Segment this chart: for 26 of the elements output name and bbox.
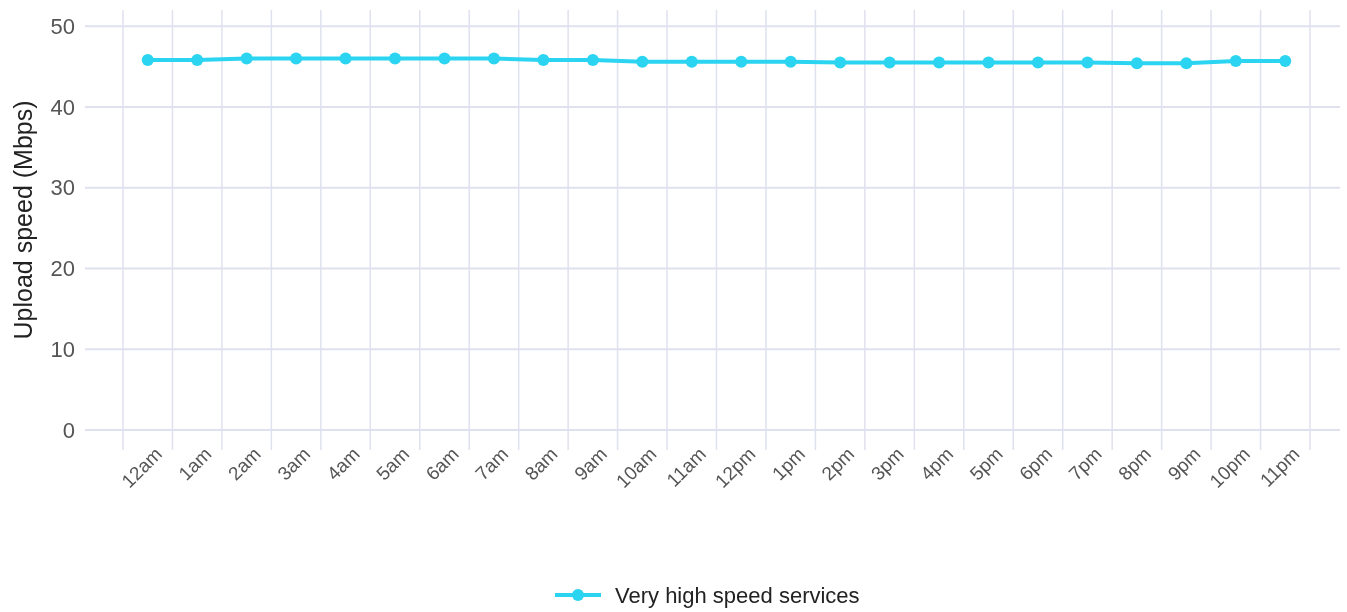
x-tick-label: 4am (322, 443, 364, 485)
x-tick-label: 6pm (1015, 443, 1057, 485)
y-tick-label: 10 (50, 336, 75, 362)
y-tick-label: 50 (50, 13, 75, 39)
y-tick-label: 30 (50, 175, 75, 201)
y-tick-label: 0 (62, 417, 75, 443)
x-tick-label: 7pm (1064, 443, 1106, 485)
x-tick-label: 7am (471, 443, 513, 485)
x-tick-label: 5am (372, 443, 414, 485)
x-tick-label: 1pm (767, 443, 809, 485)
y-tick-label: 40 (50, 94, 75, 120)
y-axis-title: Upload speed (Mbps) (9, 100, 37, 340)
x-tick-label: 8pm (1114, 443, 1156, 485)
x-tick-label: 8am (520, 443, 562, 485)
x-tick-label: 1am (174, 443, 216, 485)
x-tick-label: 9pm (1163, 443, 1205, 485)
x-tick-label: 5pm (965, 443, 1007, 485)
x-tick-label: 3pm (866, 443, 908, 485)
x-tick-label: 6am (421, 443, 463, 485)
x-tick-label: 4pm (916, 443, 958, 485)
x-tick-label: 3am (273, 443, 315, 485)
x-tick-label: 2pm (817, 443, 859, 485)
y-tick-label: 20 (50, 256, 75, 282)
x-tick-label: 9am (570, 443, 612, 485)
legend-label: Very high speed services (615, 582, 860, 608)
x-tick-label: 2am (223, 443, 265, 485)
